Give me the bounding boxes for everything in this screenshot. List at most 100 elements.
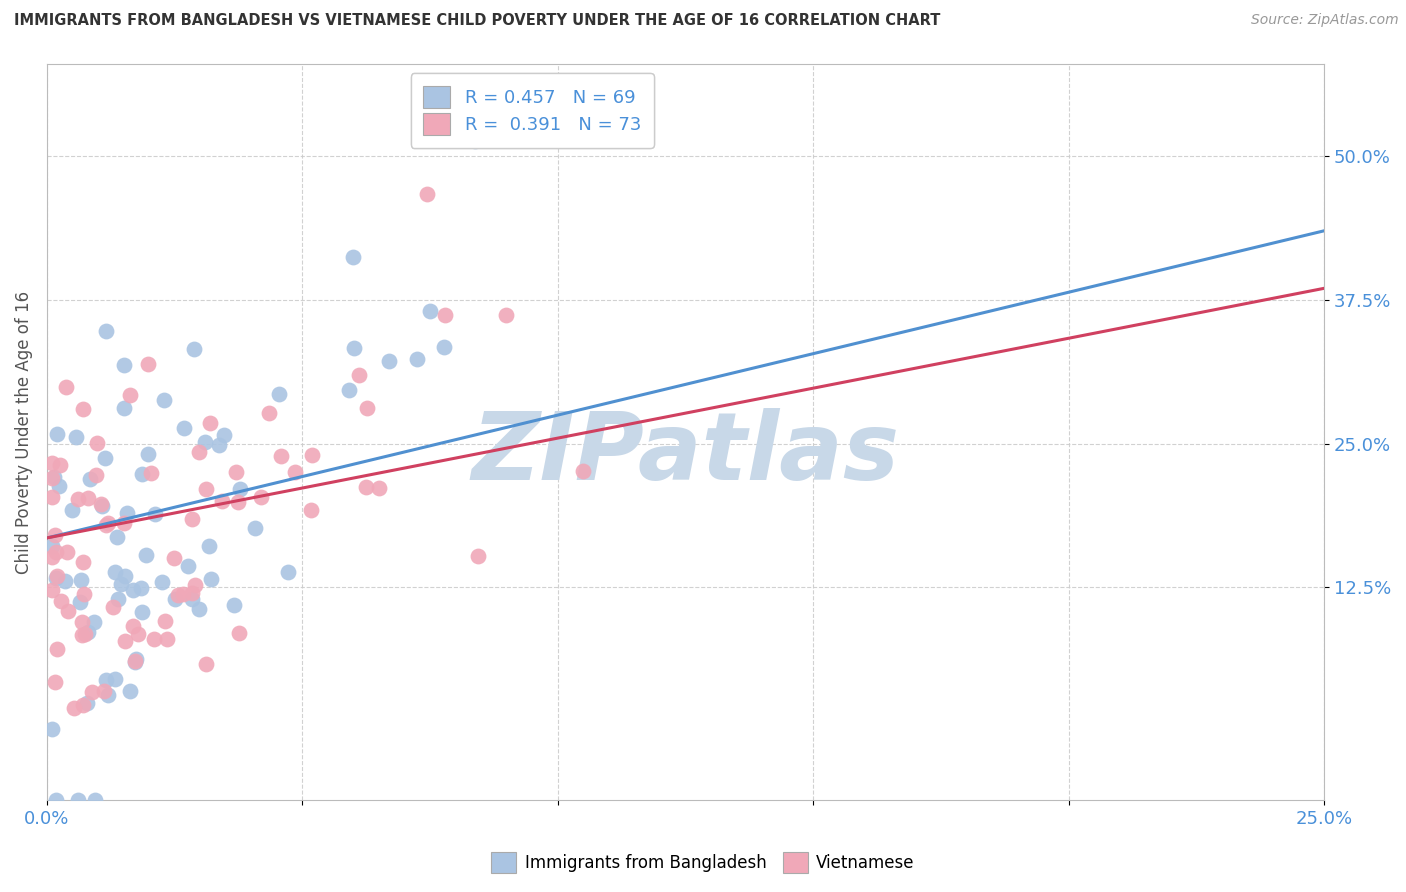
Point xyxy=(301,448,323,462)
Point xyxy=(112,401,135,415)
Point xyxy=(211,493,233,508)
Point xyxy=(94,450,117,465)
Point xyxy=(225,465,247,479)
Point xyxy=(107,592,129,607)
Point xyxy=(419,304,441,318)
Point xyxy=(523,130,546,145)
Point xyxy=(45,570,67,584)
Point xyxy=(138,357,160,371)
Point xyxy=(153,392,176,407)
Point xyxy=(114,569,136,583)
Point xyxy=(45,642,67,657)
Point xyxy=(84,468,107,483)
Point xyxy=(212,427,235,442)
Point xyxy=(406,351,429,366)
Point xyxy=(94,673,117,687)
Point xyxy=(181,512,204,526)
Point xyxy=(72,401,94,416)
Point xyxy=(49,458,72,472)
Point xyxy=(117,506,139,520)
Point xyxy=(347,368,370,383)
Point xyxy=(299,503,322,517)
Point xyxy=(55,380,77,394)
Point xyxy=(97,688,120,702)
Point xyxy=(194,434,217,449)
Point xyxy=(93,684,115,698)
Point xyxy=(250,490,273,504)
Point xyxy=(60,503,83,517)
Point xyxy=(167,588,190,602)
Point xyxy=(46,569,69,583)
Point xyxy=(571,464,593,478)
Point xyxy=(104,672,127,686)
Point xyxy=(41,456,63,470)
Point xyxy=(69,595,91,609)
Point xyxy=(66,793,89,807)
Point xyxy=(243,520,266,534)
Point xyxy=(155,614,177,628)
Point xyxy=(257,407,280,421)
Point xyxy=(124,654,146,668)
Point xyxy=(112,516,135,531)
Point xyxy=(73,587,96,601)
Point xyxy=(112,359,135,373)
Point xyxy=(183,342,205,356)
Point xyxy=(41,722,63,736)
Point xyxy=(208,438,231,452)
Point xyxy=(105,530,128,544)
Point xyxy=(120,387,142,401)
Legend: Immigrants from Bangladesh, Vietnamese: Immigrants from Bangladesh, Vietnamese xyxy=(485,846,921,880)
Point xyxy=(181,591,204,606)
Point xyxy=(45,793,67,807)
Point xyxy=(48,479,70,493)
Point xyxy=(172,587,194,601)
Point xyxy=(377,353,399,368)
Point xyxy=(124,655,146,669)
Point xyxy=(56,545,79,559)
Point xyxy=(284,465,307,479)
Point xyxy=(495,308,517,322)
Point xyxy=(103,600,125,615)
Point xyxy=(131,467,153,481)
Point xyxy=(72,555,94,569)
Point xyxy=(131,582,153,596)
Point xyxy=(41,539,63,553)
Point xyxy=(83,615,105,630)
Point xyxy=(184,578,207,592)
Point xyxy=(229,482,252,496)
Point xyxy=(194,482,217,496)
Point xyxy=(343,341,366,355)
Point xyxy=(173,421,195,435)
Point xyxy=(181,586,204,600)
Point xyxy=(139,466,162,480)
Point xyxy=(46,427,69,442)
Point xyxy=(65,430,87,444)
Point xyxy=(354,480,377,494)
Point xyxy=(228,625,250,640)
Text: Source: ZipAtlas.com: Source: ZipAtlas.com xyxy=(1251,13,1399,28)
Point xyxy=(165,591,187,606)
Point xyxy=(200,417,222,431)
Point xyxy=(131,605,153,619)
Point xyxy=(53,574,76,589)
Point xyxy=(342,251,364,265)
Point xyxy=(96,518,118,533)
Point xyxy=(135,548,157,562)
Point xyxy=(156,632,179,647)
Point xyxy=(41,582,63,597)
Point xyxy=(143,632,166,647)
Point xyxy=(77,624,100,639)
Text: ZIPatlas: ZIPatlas xyxy=(471,409,900,500)
Point xyxy=(122,619,145,633)
Point xyxy=(467,549,489,564)
Point xyxy=(56,604,79,618)
Point xyxy=(187,444,209,458)
Point xyxy=(277,566,299,580)
Point xyxy=(150,574,173,589)
Point xyxy=(96,324,118,338)
Point xyxy=(77,491,100,505)
Point xyxy=(368,481,391,495)
Point xyxy=(433,340,456,354)
Point xyxy=(200,572,222,586)
Point xyxy=(41,549,63,564)
